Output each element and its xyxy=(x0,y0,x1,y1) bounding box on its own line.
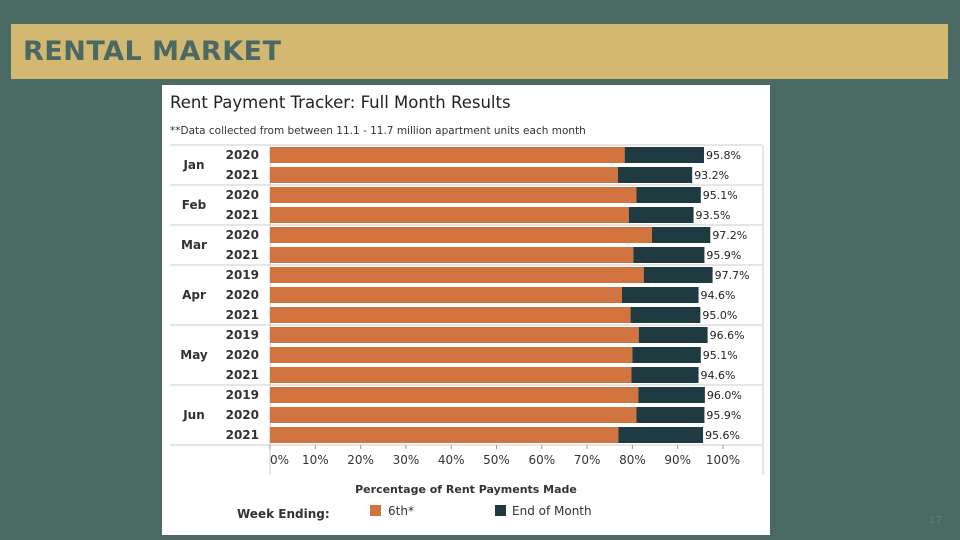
year-label: 2021 xyxy=(226,208,259,222)
bar-sixth xyxy=(270,327,639,343)
chart-title: Rent Payment Tracker: Full Month Results xyxy=(170,93,511,112)
month-label: Apr xyxy=(182,288,206,302)
data-label: 95.9% xyxy=(706,249,741,262)
month-label: Jan xyxy=(182,158,204,172)
year-label: 2020 xyxy=(226,348,259,362)
x-tick-label: 100% xyxy=(706,453,740,467)
data-label: 93.2% xyxy=(694,169,729,182)
bar-end-of-month xyxy=(631,367,699,383)
data-label: 95.1% xyxy=(703,349,738,362)
x-tick-label: 10% xyxy=(302,453,329,467)
x-tick-label: 90% xyxy=(664,453,691,467)
bar-sixth xyxy=(270,147,625,163)
x-axis: 0% 10% 20% 30% 40% 50% 60% 70% 80% 90% 100% xyxy=(269,445,740,467)
rent-payment-chart: Rent Payment Tracker: Full Month Results… xyxy=(170,93,764,521)
legend-swatch-sixth xyxy=(370,505,381,516)
year-label: 2021 xyxy=(226,248,259,262)
bar-sixth xyxy=(270,427,619,443)
bar-end-of-month xyxy=(617,167,693,183)
bar-end-of-month xyxy=(636,187,701,203)
page-number: 17 xyxy=(929,515,942,526)
bar-end-of-month xyxy=(636,407,705,423)
data-label: 96.6% xyxy=(710,329,745,342)
bar-end-of-month xyxy=(624,147,704,163)
bar-end-of-month xyxy=(621,287,699,303)
bar-sixth xyxy=(270,207,629,223)
bar-sixth xyxy=(270,407,637,423)
bars-layer xyxy=(270,147,713,443)
x-tick-label: 40% xyxy=(438,453,465,467)
year-label: 2019 xyxy=(226,388,259,402)
bar-sixth xyxy=(270,167,618,183)
year-label: 2020 xyxy=(226,228,259,242)
month-label: Feb xyxy=(182,198,207,212)
x-tick-label: 0% xyxy=(270,453,289,467)
year-label: 2021 xyxy=(226,168,259,182)
month-label: Jun xyxy=(182,408,205,422)
data-label: 95.1% xyxy=(703,189,738,202)
bar-sixth xyxy=(270,347,633,363)
data-label: 96.0% xyxy=(707,389,742,402)
bar-end-of-month xyxy=(618,427,704,443)
bar-end-of-month xyxy=(633,247,705,263)
month-label: May xyxy=(180,348,208,362)
legend-label-sixth: 6th* xyxy=(388,504,414,518)
data-label: 95.9% xyxy=(706,409,741,422)
bar-sixth xyxy=(270,287,622,303)
year-label: 2021 xyxy=(226,428,259,442)
data-label: 95.6% xyxy=(705,429,740,442)
bar-sixth xyxy=(270,307,631,323)
bar-end-of-month xyxy=(643,267,713,283)
chart-subtitle: **Data collected from between 11.1 - 11.… xyxy=(170,125,586,137)
year-label: 2021 xyxy=(226,368,259,382)
year-label: 2021 xyxy=(226,308,259,322)
section-banner: RENTAL MARKET xyxy=(11,24,948,79)
data-label: 97.2% xyxy=(712,229,747,242)
x-tick-label: 50% xyxy=(483,453,510,467)
bar-end-of-month xyxy=(632,347,701,363)
data-label: 97.7% xyxy=(715,269,750,282)
legend-label-end-of-month: End of Month xyxy=(512,504,592,518)
bar-sixth xyxy=(270,367,632,383)
bar-end-of-month xyxy=(638,327,708,343)
bar-end-of-month xyxy=(630,307,701,323)
x-tick-label: 60% xyxy=(528,453,555,467)
bar-sixth xyxy=(270,227,652,243)
legend-swatch-end-of-month xyxy=(495,505,506,516)
bar-sixth xyxy=(270,187,637,203)
data-label: 94.6% xyxy=(701,289,736,302)
data-label: 95.8% xyxy=(706,149,741,162)
year-label: 2020 xyxy=(226,148,259,162)
year-label: 2020 xyxy=(226,188,259,202)
year-label: 2019 xyxy=(226,328,259,342)
bar-end-of-month xyxy=(638,387,705,403)
bar-sixth xyxy=(270,247,634,263)
legend: Week Ending: 6th* End of Month xyxy=(237,504,592,521)
year-label: 2020 xyxy=(226,288,259,302)
bar-end-of-month xyxy=(651,227,711,243)
year-label: 2020 xyxy=(226,408,259,422)
legend-title: Week Ending: xyxy=(237,507,330,521)
banner-title: RENTAL MARKET xyxy=(23,36,282,67)
chart-card: Rent Payment Tracker: Full Month Results… xyxy=(162,85,770,535)
month-label: Mar xyxy=(181,238,207,252)
x-tick-label: 20% xyxy=(347,453,374,467)
grid-layer xyxy=(170,144,764,475)
data-label: 95.0% xyxy=(702,309,737,322)
data-label: 93.5% xyxy=(696,209,731,222)
x-tick-label: 70% xyxy=(574,453,601,467)
data-label: 94.6% xyxy=(701,369,736,382)
x-tick-label: 30% xyxy=(393,453,420,467)
x-axis-label: Percentage of Rent Payments Made xyxy=(355,483,577,496)
bar-sixth xyxy=(270,267,644,283)
labels-layer: Jan 2020 95.8% 2021 93.2% Feb 2020 95.1% 2021 93.… xyxy=(180,148,749,442)
bar-end-of-month xyxy=(628,207,694,223)
bar-sixth xyxy=(270,387,639,403)
x-tick-label: 80% xyxy=(619,453,646,467)
year-label: 2019 xyxy=(226,268,259,282)
